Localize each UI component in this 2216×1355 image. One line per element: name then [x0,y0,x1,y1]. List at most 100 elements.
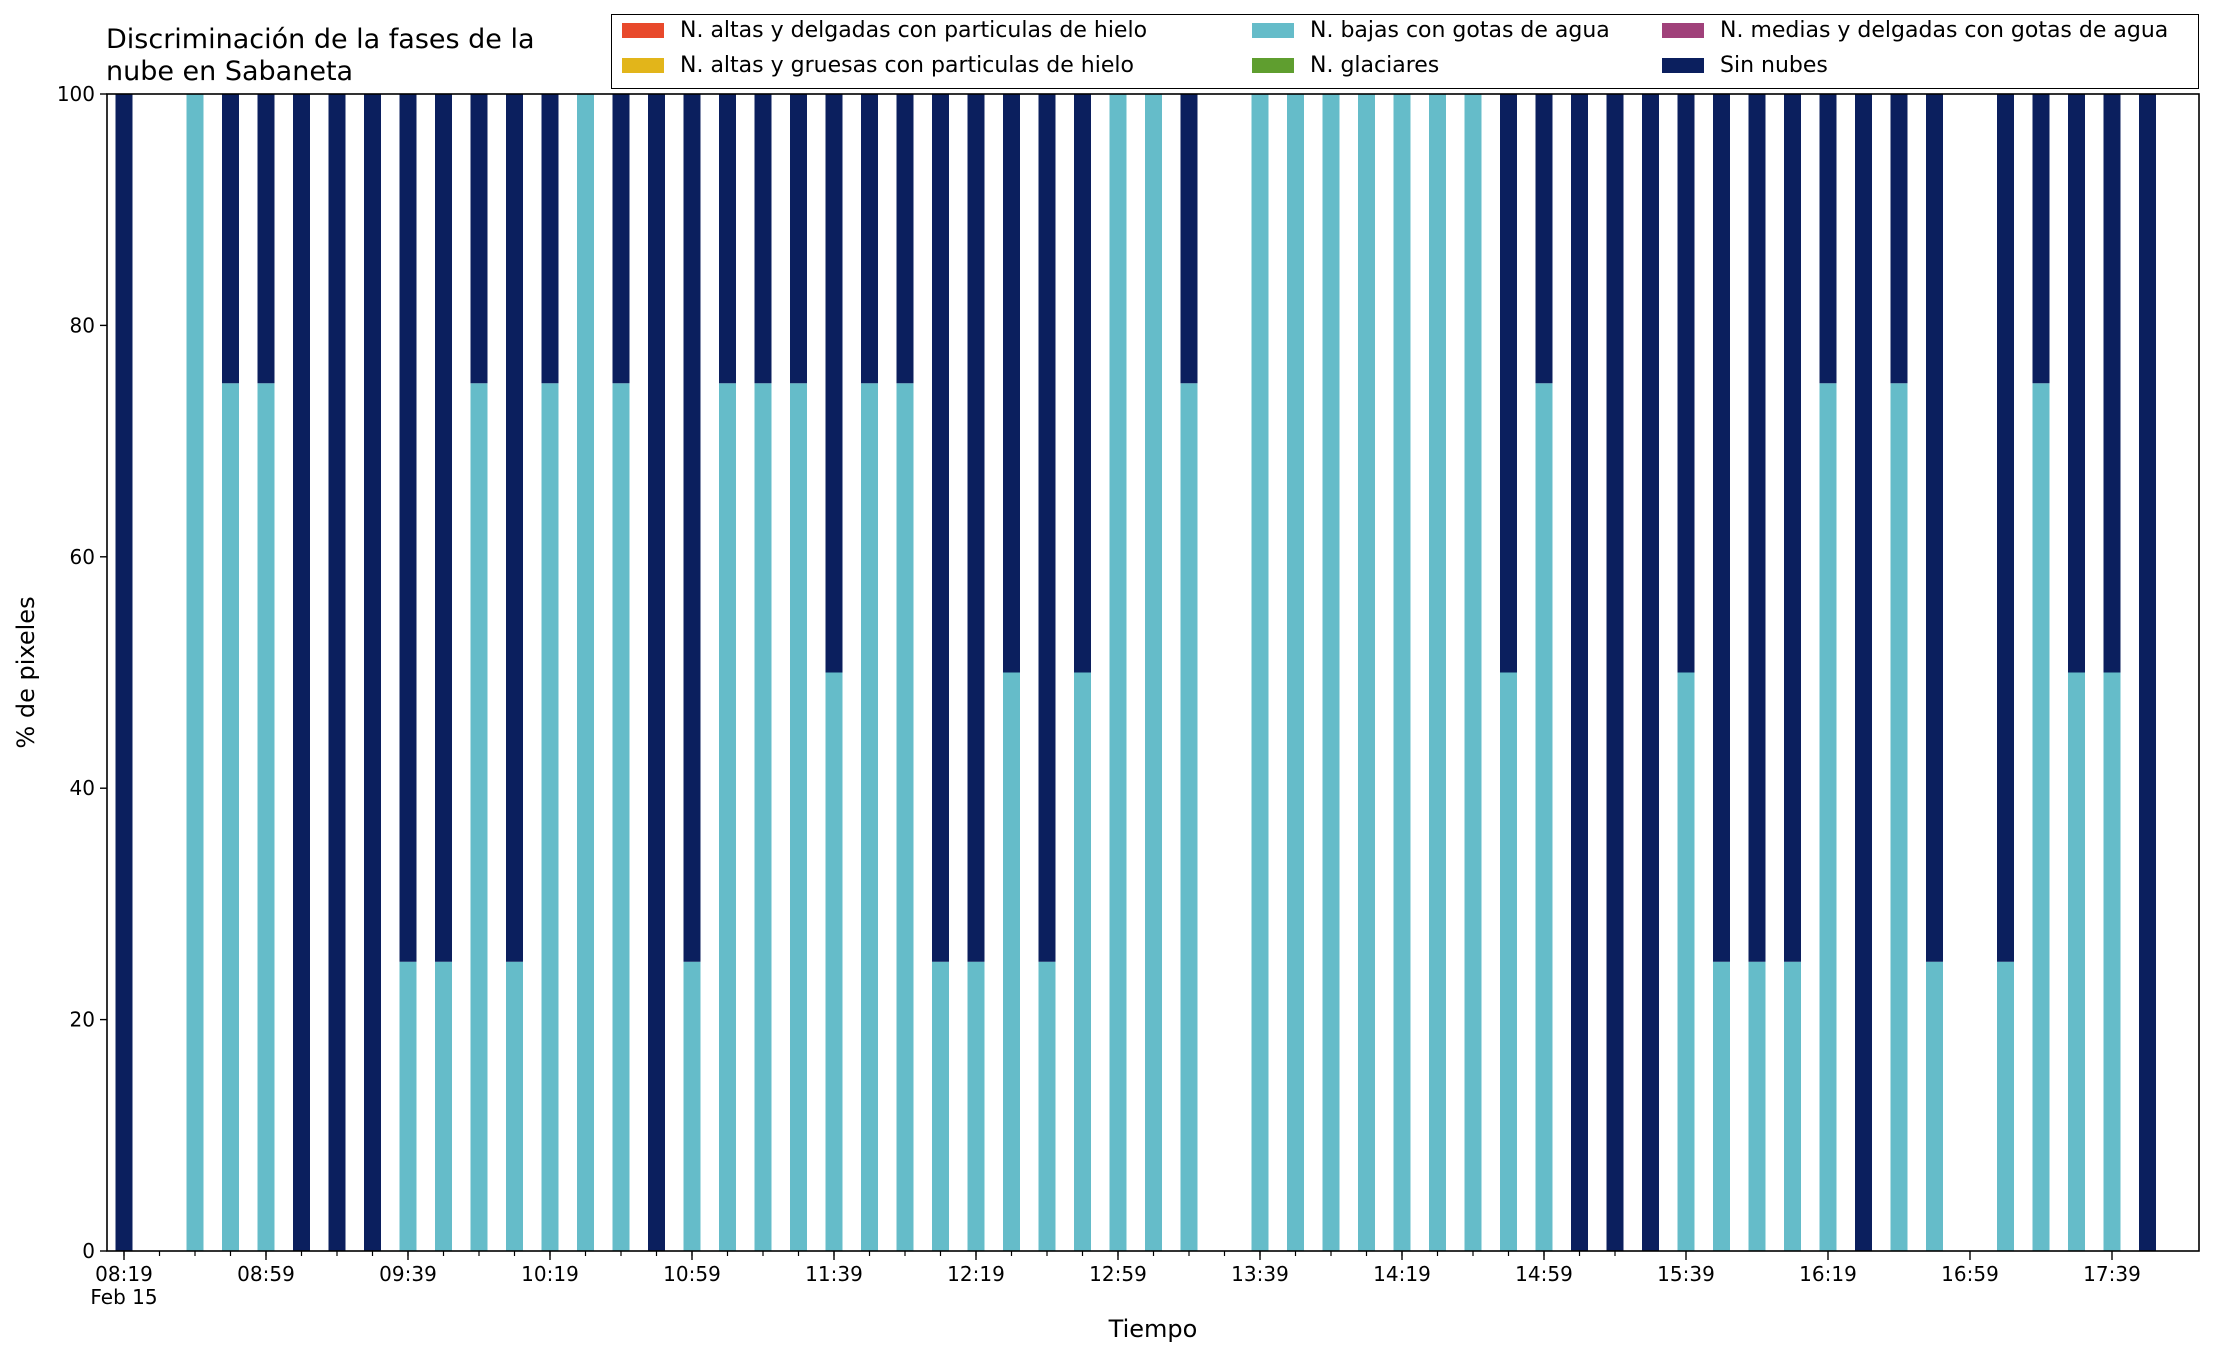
bar-segment [861,383,878,1251]
bar-segment [364,94,381,1251]
bar-segment [222,383,239,1251]
x-tick-label: 09:39 [379,1262,437,1286]
bar-segment [1500,94,1517,673]
bar-segment [1677,94,1695,673]
bar-segment [1713,94,1730,962]
x-tick-sublabel: Feb 15 [90,1285,157,1309]
bar-segment [648,94,665,1251]
y-tick-label: 0 [82,1239,95,1263]
bar-segment [1748,94,1766,962]
x-tick-label: 13:39 [1231,1262,1289,1286]
bar-segment [293,94,310,1251]
bar-segment [932,94,949,962]
bar-segment [186,94,204,1251]
bar-segment [470,383,488,1251]
bar-segment [1926,961,1943,1251]
bar-segment [1429,94,1446,1251]
y-tick-label: 80 [70,313,95,337]
bar-segment [719,94,736,384]
bar-segment [1003,672,1020,1251]
y-tick-label: 100 [57,82,95,106]
legend-swatch [622,58,664,73]
bar-segment [2032,383,2050,1251]
legend-swatch [622,23,664,38]
bar-segment [1109,94,1127,1251]
bar-segment [257,94,275,384]
x-tick-label: 15:39 [1657,1262,1715,1286]
bar-segment [1819,94,1837,384]
bar-segment [1074,94,1091,673]
x-tick-label: 16:19 [1799,1262,1857,1286]
legend-label: N. bajas con gotas de agua [1310,18,1610,43]
bar-segment [328,94,346,1251]
bar-segment [896,94,914,384]
bar-segment [2068,672,2085,1251]
x-tick-label: 10:59 [663,1262,721,1286]
bar-segment [1358,94,1375,1251]
bar-segment [1890,383,1908,1251]
bar-segment [683,961,701,1251]
bar-segment [399,94,417,962]
bar-segment [2068,94,2085,673]
x-tick-label: 14:19 [1373,1262,1431,1286]
bar-segment [1500,672,1517,1251]
bar-segment [1784,94,1801,962]
bar-segment [1890,94,1908,384]
bar-segment [1322,94,1340,1251]
bar-segment [399,961,417,1251]
bar-segment [1748,961,1766,1251]
bar-segment [1713,961,1730,1251]
bar-segment [825,94,843,673]
bar-segment [435,94,452,962]
bar-segment [896,383,914,1251]
legend-label: N. altas y gruesas con particulas de hie… [680,53,1134,78]
x-tick-label: 08:59 [237,1262,295,1286]
x-tick-label: 10:19 [521,1262,579,1286]
x-axis-label: Tiempo [1108,1315,1198,1343]
bar-segment [790,383,807,1251]
x-tick-label: 11:39 [805,1262,863,1286]
bar-segment [1180,94,1198,384]
bar-segment [1145,94,1162,1251]
legend-item-bajas: N. bajas con gotas de agua [1252,18,1610,43]
bar-segment [1642,94,1659,1251]
bar-segment [1784,961,1801,1251]
y-axis-label: % de pixeles [12,596,40,748]
bar-segment [257,383,275,1251]
x-tick-label: 16:59 [1941,1262,1999,1286]
bar-segment [825,672,843,1251]
bar-segment [1926,94,1943,962]
bar-segment [1571,94,1588,1251]
legend-item-glaciares: N. glaciares [1252,53,1439,78]
x-tick-label: 12:59 [1089,1262,1147,1286]
bar-segment [1251,94,1269,1251]
legend-swatch [1252,23,1294,38]
legend-item-medias: N. medias y delgadas con gotas de agua [1662,18,2168,43]
bar-segment [861,94,878,384]
legend-swatch [1662,58,1704,73]
bar-segment [1287,94,1304,1251]
legend-label: N. glaciares [1310,53,1440,78]
bar-segment [2103,672,2121,1251]
bar-segment [115,94,133,1251]
bar-segment [1393,94,1411,1251]
bar-segment [1038,961,1056,1251]
x-tick-label: 17:39 [2083,1262,2141,1286]
bar-segment [683,94,701,962]
legend-swatch [1252,58,1294,73]
legend-label: N. altas y delgadas con particulas de hi… [680,18,1148,43]
chart-legend: N. altas y delgadas con particulas de hi… [611,14,2199,89]
x-tick-label: 12:19 [947,1262,1005,1286]
x-tick-label: 14:59 [1515,1262,1573,1286]
bar-segment [222,94,239,384]
bar-segment [1003,94,1020,673]
bar-segment [1535,383,1553,1251]
bar-segment [1997,961,2014,1251]
legend-label: Sin nubes [1720,53,1828,78]
bar-segment [967,961,985,1251]
bar-segment [1677,672,1695,1251]
bar-segment [1180,383,1198,1251]
bar-segment [1855,94,1872,1251]
